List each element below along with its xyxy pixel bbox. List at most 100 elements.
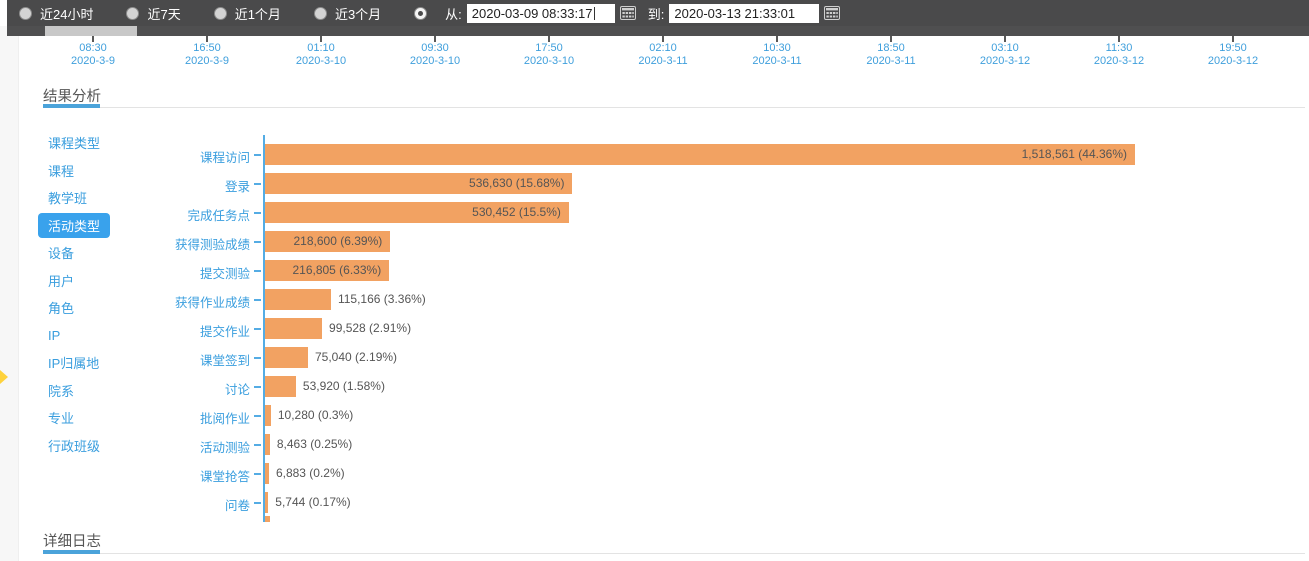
range-options: 近24小时 近7天 近1个月 近3个月 — [19, 4, 414, 23]
range-radio-3[interactable]: 近1个月 — [213, 4, 281, 23]
dimension-sidebar: 课程类型课程教学班 活动类型 设备用户角色 IP IP归属地院系专业行政班级 — [38, 129, 158, 460]
timeline-tick — [1118, 36, 1120, 42]
custom-range-radio[interactable] — [414, 6, 435, 20]
results-section-underline — [43, 102, 1305, 108]
sidebar-item-label: IP — [48, 327, 61, 343]
timeline-slider-track[interactable] — [7, 26, 1309, 36]
bar-category-label: 课程访问 — [199, 151, 250, 165]
sidebar-item-角色[interactable]: 角色 — [48, 294, 158, 322]
bar-category-label: 批阅作业 — [199, 412, 250, 426]
time-filter-toolbar: 近24小时 近7天 近1个月 近3个月 从: 2020-03-09 08:33:17 … — [7, 0, 1309, 26]
timeline-tick-time: 10:30 — [763, 42, 791, 54]
chart-row: 活动测验 8,463 (0.25%) — [150, 434, 1305, 455]
from-date-input[interactable]: 2020-03-09 08:33:17 — [466, 3, 615, 23]
sidebar-item-教学班[interactable]: 教学班 — [48, 184, 158, 212]
bar-value-label: 216,805 (6.33%) — [292, 263, 382, 277]
to-date-input[interactable]: 2020-03-13 21:33:01 — [669, 3, 820, 23]
sidebar-item-label: 角色 — [48, 301, 75, 317]
chart-row: 问卷 5,744 (0.17%) — [150, 492, 1305, 513]
sidebar-item-label: 用户 — [48, 273, 75, 289]
range-radio-1[interactable]: 近24小时 — [19, 4, 93, 23]
bar-获得作业成绩[interactable] — [265, 289, 331, 310]
sidebar-item-专业[interactable]: 专业 — [48, 404, 158, 432]
timeline-tick — [548, 36, 550, 42]
bar-category-label: 完成任务点 — [187, 209, 250, 223]
range-radio-4[interactable]: 近3个月 — [313, 4, 381, 23]
timeline-tick — [1004, 36, 1006, 42]
sidebar-item-课程[interactable]: 课程 — [48, 157, 158, 185]
range-label: 近7天 — [147, 6, 181, 22]
timeline-tick-date: 2020-3-10 — [409, 55, 461, 67]
range-label: 近24小时 — [40, 6, 94, 22]
timeline-tick-date: 2020-3-12 — [1093, 55, 1145, 67]
bar-问卷[interactable] — [265, 492, 269, 513]
axis-tick — [254, 299, 261, 301]
from-date-value: 2020-03-09 08:33:17 — [471, 5, 593, 21]
bar-category-label: 登录 — [224, 180, 250, 194]
radio-icon — [126, 6, 140, 20]
timeline-tick — [206, 36, 208, 42]
timeline-tick-time: 18:50 — [877, 42, 905, 54]
sidebar-item-label: IP归属地 — [48, 356, 100, 372]
bar-登录[interactable] — [265, 173, 573, 194]
timeline-tick-time: 17:50 — [535, 42, 563, 54]
range-radio-2[interactable]: 近7天 — [126, 4, 181, 23]
radio-icon — [19, 6, 32, 20]
sidebar-item-活动类型[interactable]: 活动类型 — [38, 212, 158, 240]
sidebar-item-课程类型[interactable]: 课程类型 — [48, 129, 158, 157]
timeline-tick-date: 2020-3-11 — [752, 55, 802, 67]
chart-row: 批阅作业 10,280 (0.3%) — [150, 405, 1305, 426]
sidebar-item-设备[interactable]: 设备 — [48, 239, 158, 267]
to-calendar-icon[interactable] — [824, 6, 841, 20]
timeline-tick-time: 11:30 — [1105, 42, 1133, 54]
timeline-tick — [776, 36, 778, 42]
chart-row: 课程访问 1,518,561 (44.36%) — [150, 144, 1305, 165]
axis-tick — [254, 241, 261, 243]
chart-row: 登录 536,630 (15.68%) — [150, 173, 1305, 194]
bar-完成任务点[interactable] — [265, 202, 569, 223]
chart-row: 完成任务点 530,452 (15.5%) — [150, 202, 1305, 223]
bar-活动测验[interactable] — [265, 434, 270, 455]
bar-category-label: 课堂签到 — [199, 354, 250, 368]
timeline-tick-time: 09:30 — [421, 42, 449, 54]
sidebar-item-label: 行政班级 — [48, 438, 101, 454]
chart-category-axis — [263, 135, 265, 522]
timeline-tick — [890, 36, 892, 42]
timeline-slider-thumb[interactable] — [45, 26, 137, 36]
radio-icon — [213, 6, 227, 20]
bar-value-label: 5,744 (0.17%) — [275, 495, 351, 509]
bar-value-label: 218,600 (6.39%) — [293, 234, 383, 248]
radio-selected-icon — [414, 6, 428, 20]
from-calendar-icon[interactable] — [619, 6, 636, 20]
timeline-tick-time: 02:10 — [649, 42, 677, 54]
bar-提交作业[interactable] — [265, 318, 322, 339]
bar-课堂抢答[interactable] — [265, 463, 269, 484]
sidebar-item-label: 课程 — [48, 163, 75, 179]
bar-课程访问[interactable] — [265, 144, 1135, 165]
bar-value-label: 10,280 (0.3%) — [277, 408, 354, 422]
sidebar-item-IP归属地[interactable]: IP归属地 — [48, 349, 158, 377]
timeline-tick — [434, 36, 436, 42]
bar-category-label: 课堂抢答 — [199, 470, 250, 484]
bar-提交测验[interactable] — [265, 260, 390, 281]
bar-讨论[interactable] — [265, 376, 296, 397]
sidebar-item-IP[interactable]: IP — [48, 322, 158, 350]
sidebar-item-用户[interactable]: 用户 — [48, 267, 158, 295]
sidebar-item-院系[interactable]: 院系 — [48, 377, 158, 405]
timeline-tick-time: 01:10 — [307, 42, 335, 54]
radio-icon — [313, 6, 327, 20]
to-label: 到: — [647, 6, 665, 22]
to-date-value: 2020-03-13 21:33:01 — [674, 5, 796, 21]
bar-课堂签到[interactable] — [265, 347, 308, 368]
bar-获得测验成绩[interactable] — [265, 231, 391, 252]
axis-tick — [254, 328, 261, 330]
bar-批阅作业[interactable] — [265, 405, 271, 426]
timeline-tick-date: 2020-3-10 — [295, 55, 347, 67]
sidebar-item-label: 活动类型 — [38, 212, 111, 238]
sidebar-item-label: 院系 — [48, 383, 75, 399]
timeline-tick — [662, 36, 664, 42]
timeline-tick-date: 2020-3-9 — [70, 55, 116, 67]
text-caret — [593, 6, 595, 20]
sidebar-item-行政班级[interactable]: 行政班级 — [48, 432, 158, 460]
